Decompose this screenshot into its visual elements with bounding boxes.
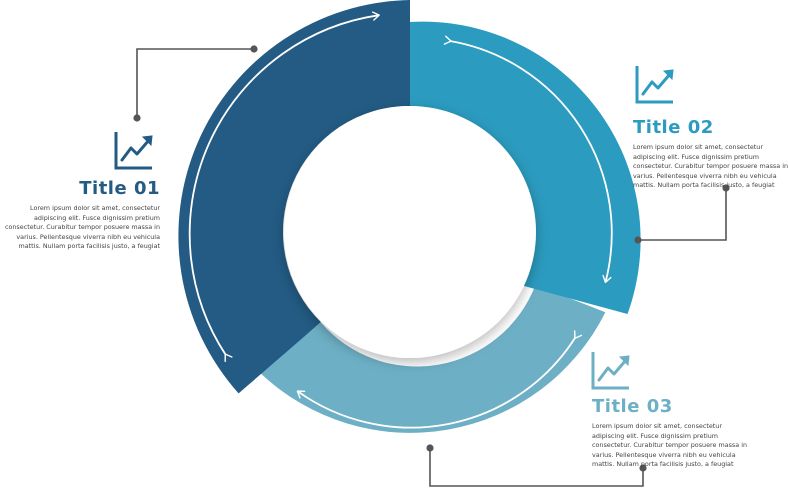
description-2: Lorem ipsum dolor sit amet, consectetur … xyxy=(633,143,789,190)
cycle-arrow-2 xyxy=(443,35,613,284)
connector-2 xyxy=(638,188,727,241)
title-1: Title 01 xyxy=(79,178,160,199)
connector-1-dot-a xyxy=(250,45,258,53)
connector-1 xyxy=(136,48,254,118)
connector-3-dot-a xyxy=(426,444,434,452)
connector-2-dot-b xyxy=(722,184,730,192)
title-3: Title 03 xyxy=(592,396,673,417)
growth-chart-icon xyxy=(114,132,153,170)
cycle-arrow-1 xyxy=(188,11,380,363)
cycle-arrow-3 xyxy=(296,330,583,429)
connector-3-dot-b xyxy=(639,464,647,472)
text-block-2: Title 02 Lorem ipsum dolor sit amet, con… xyxy=(633,117,789,191)
growth-chart-icon xyxy=(591,352,630,390)
connector-3 xyxy=(429,448,644,487)
description-1: Lorem ipsum dolor sit amet, consectetur … xyxy=(4,204,160,251)
title-2: Title 02 xyxy=(633,117,714,138)
connector-1-dot-b xyxy=(133,114,141,122)
growth-chart-icon xyxy=(635,66,674,104)
connector-2-dot-a xyxy=(634,236,642,244)
text-block-1: Title 01 Lorem ipsum dolor sit amet, con… xyxy=(0,178,160,252)
description-3: Lorem ipsum dolor sit amet, consectetur … xyxy=(592,422,748,469)
text-block-3: Title 03 Lorem ipsum dolor sit amet, con… xyxy=(592,396,752,470)
center-hole xyxy=(284,106,536,358)
